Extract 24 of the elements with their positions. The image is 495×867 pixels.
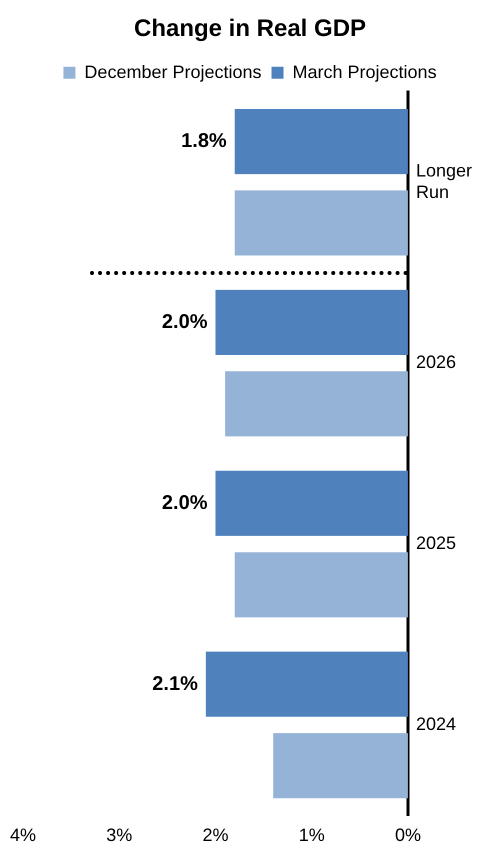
y-tick-label: 2026: [416, 352, 456, 372]
bar: [234, 108, 408, 174]
bar: [234, 190, 408, 256]
bar: [273, 733, 408, 798]
legend-label: December Projections: [84, 62, 262, 82]
y-tick-label: 2024: [416, 714, 456, 734]
data-label: 2.0%: [162, 310, 208, 333]
x-tick-label: 4%: [10, 825, 36, 846]
x-tick-label: 3%: [106, 825, 132, 846]
chart-title: Change in Real GDP: [134, 15, 366, 42]
bar: [215, 290, 408, 356]
data-label: 2.1%: [152, 672, 198, 695]
data-label: 1.8%: [181, 130, 227, 152]
data-label: 2.0%: [162, 492, 208, 514]
bar: [215, 470, 408, 536]
bar: [206, 652, 408, 717]
y-tick-label: 2025: [416, 533, 456, 554]
y-tick-label: Longer Run: [416, 160, 472, 202]
bar: [234, 552, 408, 618]
legend-label: March Projections: [292, 62, 437, 82]
x-tick-label: 2%: [202, 825, 228, 846]
x-tick-label: 0%: [394, 825, 421, 846]
bar: [225, 371, 408, 436]
x-tick-label: 1%: [298, 825, 325, 846]
